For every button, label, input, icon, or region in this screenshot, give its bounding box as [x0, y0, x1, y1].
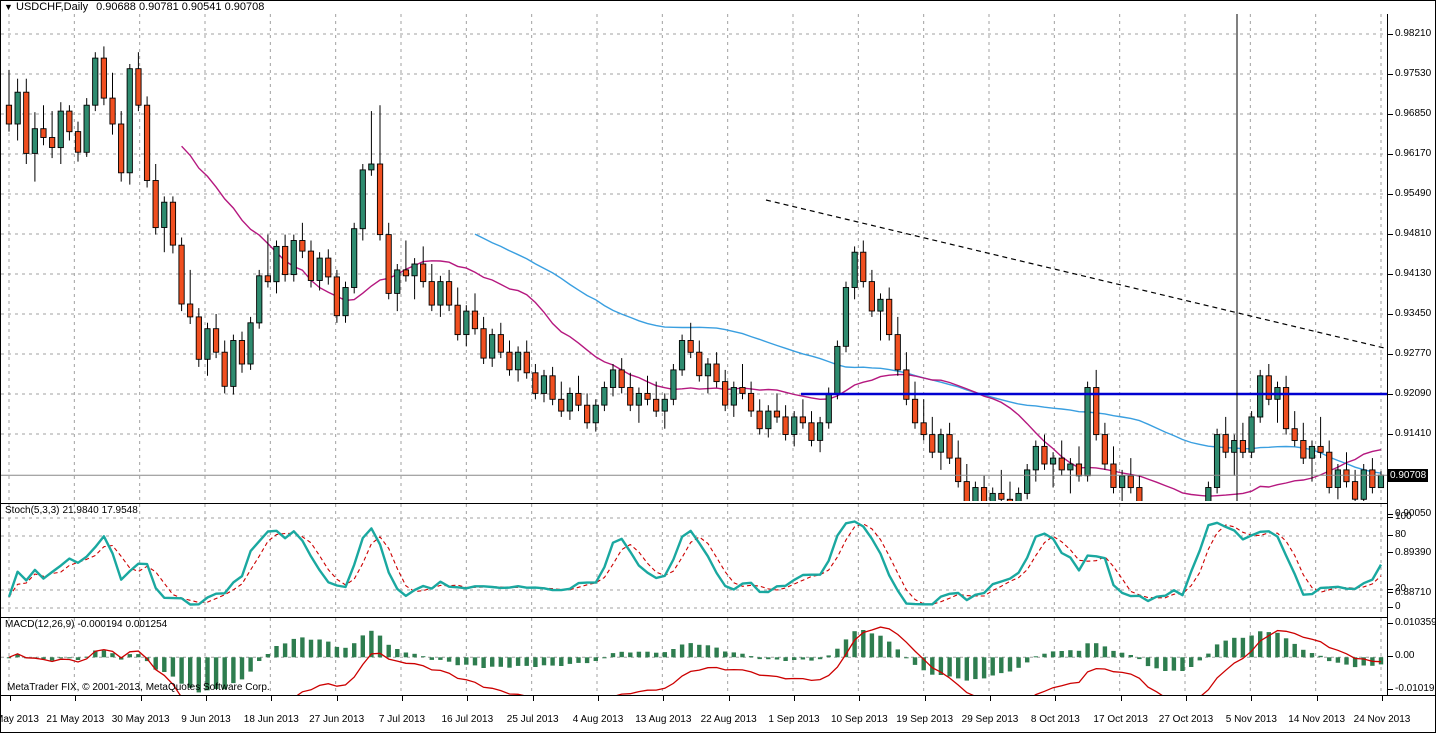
chart-ohlc-values: 0.90688 0.90781 0.90541 0.90708 — [96, 1, 265, 13]
macd-pane[interactable]: MACD(12,26,9) -0.000194 0.001254 — [1, 617, 1387, 696]
date-tick-mark — [728, 696, 730, 701]
date-label: 27 Jun 2013 — [309, 714, 365, 725]
stoch-tick: 80 — [1388, 530, 1406, 541]
date-tick-mark — [859, 696, 861, 701]
date-label: 8 Oct 2013 — [1030, 714, 1080, 725]
date-label: 7 Jul 2013 — [378, 714, 426, 725]
date-label: 22 Aug 2013 — [700, 714, 757, 725]
price-tick: 0.94130 — [1388, 269, 1431, 280]
date-label: 12 May 2013 — [0, 714, 39, 725]
date-label: 18 Jun 2013 — [243, 714, 299, 725]
macd-tick: 0.00 — [1388, 651, 1414, 662]
chart-header: ▼ USDCHF,Daily 0.90688 0.90781 0.90541 0.9… — [0, 0, 264, 14]
candlestick-series — [5, 46, 1385, 501]
date-tick-mark — [402, 696, 403, 701]
chart-symbol-title: USDCHF,Daily — [16, 1, 89, 13]
stoch-tick: 20 — [1388, 584, 1406, 595]
macd-canvas[interactable] — [1, 618, 1387, 696]
price-tick: 0.95490 — [1388, 189, 1431, 200]
price-tick: 0.91410 — [1388, 429, 1431, 440]
date-label: 27 Oct 2013 — [1158, 714, 1214, 725]
date-label: 4 Aug 2013 — [572, 714, 624, 725]
date-label: 10 Sep 2013 — [830, 714, 888, 725]
date-tick-mark — [598, 696, 599, 701]
stochastic-name: Stoch(5,3,3) — [5, 505, 60, 516]
macd-main-value: -0.000194 — [77, 619, 123, 630]
price-tick: 0.90050 — [1388, 509, 1431, 520]
date-label: 25 Jul 2013 — [506, 714, 559, 725]
date-label: 19 Sep 2013 — [896, 714, 954, 725]
date-label: 17 Oct 2013 — [1093, 714, 1148, 725]
date-label: 30 May 2013 — [111, 714, 170, 725]
date-tick-mark — [271, 696, 273, 701]
date-tick-mark — [1186, 696, 1187, 701]
date-label: 14 Nov 2013 — [1288, 714, 1346, 725]
price-pane[interactable] — [1, 14, 1387, 501]
stochastic-label: Stoch(5,3,3) 21.9840 17.9548 — [5, 505, 138, 516]
price-tick: 0.93450 — [1388, 309, 1431, 320]
price-gridlines — [1, 14, 1387, 501]
date-axis[interactable]: MetaTrader FIX, © 2001-2013, MetaQuotes … — [0, 682, 1435, 732]
date-tick-mark — [10, 696, 11, 701]
date-tick-mark — [336, 696, 338, 701]
stochastic-signal-value: 17.9548 — [101, 505, 138, 516]
stoch-tick: 100 — [1388, 512, 1412, 523]
macd-label: MACD(12,26,9) -0.000194 0.001254 — [5, 619, 167, 630]
macd-name: MACD(12,26,9) — [5, 619, 75, 630]
current-price-badge: 0.90708 — [1388, 469, 1429, 483]
date-tick-mark — [1251, 696, 1253, 701]
date-tick-mark — [990, 696, 991, 701]
date-tick-mark — [75, 696, 77, 701]
date-tick-mark — [1055, 696, 1057, 701]
triangle-down-icon[interactable]: ▼ — [4, 2, 13, 12]
price-scale[interactable]: 0.98210 0.97530 0.96850 0.96170 0.95490 0.948… — [1387, 14, 1436, 695]
macd-tick: 0.010359 — [1388, 618, 1436, 629]
date-label: 29 Sep 2013 — [961, 714, 1019, 725]
price-tick: 0.89390 — [1388, 547, 1431, 559]
date-tick-mark — [794, 696, 795, 701]
macd-tick: -0.010197 — [1388, 684, 1436, 695]
price-tick: 0.97530 — [1388, 69, 1431, 80]
date-tick-mark — [140, 696, 142, 701]
date-tick-mark — [663, 696, 665, 701]
date-tick-mark — [1382, 696, 1383, 701]
date-label: 24 Nov 2013 — [1353, 714, 1411, 725]
stoch-tick: 0 — [1388, 602, 1401, 613]
date-tick-mark — [924, 696, 926, 701]
price-tick: 0.92770 — [1388, 349, 1431, 360]
moving-averages — [181, 145, 1382, 497]
stochastic-pane[interactable]: Stoch(5,3,3) 21.9840 17.9548 — [1, 503, 1387, 614]
price-tick: 0.96170 — [1388, 149, 1431, 160]
price-tick: 0.94810 — [1388, 229, 1431, 240]
macd-gridlines — [1, 618, 1387, 696]
date-label: 16 Jul 2013 — [441, 714, 494, 725]
stochastic-canvas[interactable] — [1, 504, 1387, 614]
status-bar-text: MetaTrader FIX, © 2001-2013, MetaQuotes … — [7, 682, 270, 693]
price-tick: 0.96850 — [1388, 109, 1431, 120]
date-label: 21 May 2013 — [46, 714, 105, 725]
price-tick: 0.88710 — [1388, 587, 1431, 599]
price-tick: 0.92090 — [1388, 389, 1431, 400]
price-chart-canvas[interactable] — [1, 14, 1387, 501]
date-label: 5 Nov 2013 — [1225, 714, 1277, 725]
date-tick-mark — [467, 696, 469, 701]
date-label: 13 Aug 2013 — [635, 714, 692, 725]
date-tick-mark — [206, 696, 207, 701]
macd-histogram — [6, 630, 1384, 693]
stochastic-main-value: 21.9840 — [62, 505, 99, 516]
date-tick-mark — [532, 696, 534, 701]
date-tick-mark — [1316, 696, 1318, 701]
macd-signal-value: 0.001254 — [125, 619, 168, 630]
chart-drawings — [765, 14, 1387, 501]
price-tick: 0.98210 — [1388, 29, 1431, 40]
date-tick-mark — [1120, 696, 1122, 701]
date-label: 9 Jun 2013 — [181, 714, 231, 725]
date-label: 1 Sep 2013 — [768, 714, 820, 725]
